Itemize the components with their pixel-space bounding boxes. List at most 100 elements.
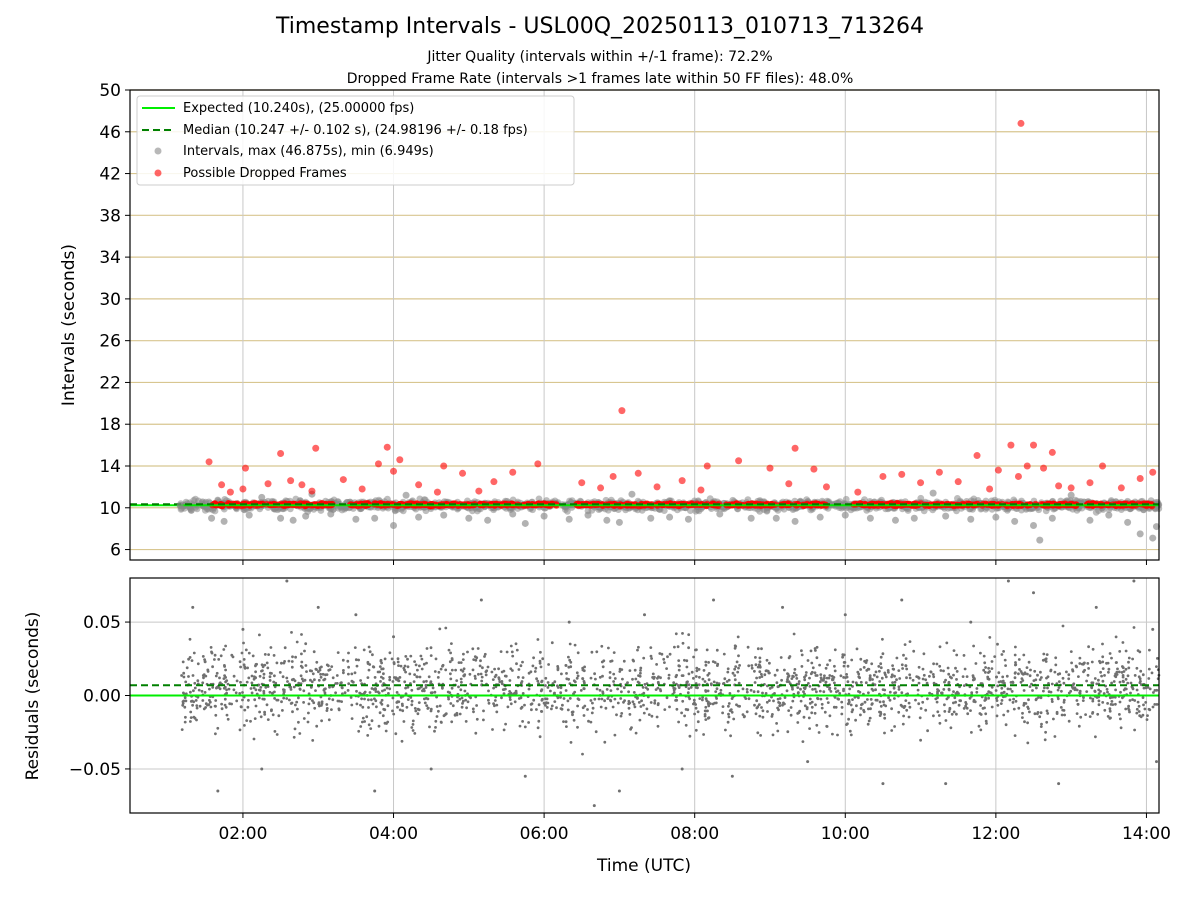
residual-cloud-point [1002,650,1005,653]
residual-cloud-point [758,670,762,674]
residual-cloud-point [768,687,772,690]
residual-cloud-point [300,660,304,664]
residual-cloud-point [238,728,242,732]
residual-cloud-point [536,679,540,683]
residual-cloud-point [1086,662,1090,665]
residual-cloud-point [738,664,741,667]
residual-cloud-point [721,711,724,715]
residual-cloud-point [450,668,454,672]
residual-cloud-point [515,648,519,652]
residual-cloud-point [562,720,565,723]
residual-cloud-point [786,730,790,734]
residual-cloud-point [472,658,476,661]
residual-cloud-point [647,713,651,716]
residual-cloud-point [1097,678,1100,682]
residual-cloud-point [240,651,244,655]
residual-cloud-point [677,668,681,672]
residual-cloud-point [459,668,463,672]
dropped-frame-point [1117,484,1125,492]
residual-cloud-point [827,676,831,680]
residual-point [843,613,847,617]
residual-cloud-point [703,709,707,713]
residual-cloud-point [423,701,427,705]
residual-cloud-point [786,678,789,681]
residual-cloud-point [562,697,566,700]
residual-cloud-point [380,698,384,702]
residual-cloud-point [1084,713,1087,716]
chart-title: Timestamp Intervals - USL00Q_20250113_01… [275,14,924,39]
residual-cloud-point [480,675,484,679]
residual-cloud-point [1017,658,1021,661]
residual-cloud-point [1114,635,1118,639]
residual-cloud-point [995,675,998,679]
residual-cloud-point [722,652,726,656]
residual-point [191,605,195,609]
intervals-y-tick-label: 42 [99,165,121,185]
residual-cloud-point [223,703,227,707]
residual-cloud-point [388,675,392,679]
residual-cloud-point [211,686,215,689]
residual-cloud-point [897,685,901,689]
residual-cloud-point [775,668,779,672]
residual-cloud-point [627,706,631,710]
residual-cloud-point [649,701,653,704]
residual-cloud-point [450,720,454,724]
residual-cloud-point [1107,667,1111,671]
residual-cloud-point [999,680,1003,683]
residual-cloud-point [993,655,997,658]
residual-cloud-point [590,711,594,715]
residual-cloud-point [304,642,308,646]
residual-cloud-point [337,707,341,711]
residual-cloud-point [642,711,646,715]
residual-cloud-point [357,729,361,733]
residual-cloud-point [619,697,623,700]
residual-cloud-point [1106,702,1109,705]
dropped-frame-point [678,477,686,485]
residual-cloud-point [801,740,805,743]
residual-cloud-point [1110,700,1114,703]
residual-cloud-point [359,725,363,728]
residual-cloud-point [987,690,991,693]
residual-cloud-point [772,699,775,703]
intervals-series [176,489,1160,544]
residual-cloud-point [612,651,616,654]
residual-cloud-point [908,673,912,677]
residual-cloud-point [1039,696,1043,700]
residual-cloud-point [952,710,956,714]
interval-point [772,514,780,522]
residual-cloud-point [463,689,467,693]
interval-point [603,516,611,524]
residual-cloud-point [599,705,603,709]
residual-cloud-point [636,680,640,684]
residual-cloud-point [804,674,808,677]
residual-cloud-point [1028,710,1031,714]
residual-cloud-point [1137,704,1141,708]
residual-cloud-point [194,699,198,702]
residual-cloud-point [917,665,921,669]
residual-cloud-point [833,681,836,685]
residual-cloud-point [1138,714,1142,718]
residual-cloud-point [1047,690,1051,694]
residual-cloud-point [820,706,824,710]
residual-cloud-point [696,710,700,714]
residual-cloud-point [734,665,738,668]
residual-cloud-point [409,654,413,658]
residual-cloud-point [768,661,771,665]
residuals-y-tick-label: 0.00 [83,687,121,707]
residual-cloud-point [692,702,695,706]
residual-cloud-point [385,686,389,690]
residual-cloud-point [302,701,305,704]
residual-cloud-point [180,674,184,677]
residual-cloud-point [1027,698,1030,702]
residual-cloud-point [715,687,719,691]
residual-cloud-point [434,726,437,729]
residual-cloud-point [698,697,702,700]
residual-cloud-point [813,671,817,675]
residual-cloud-point [1137,710,1141,713]
residual-cloud-point [1155,665,1158,668]
residual-cloud-point [361,720,364,724]
interval-cloud-point [954,495,961,502]
interval-point [1011,517,1019,525]
dropped-frame-point [509,468,517,476]
